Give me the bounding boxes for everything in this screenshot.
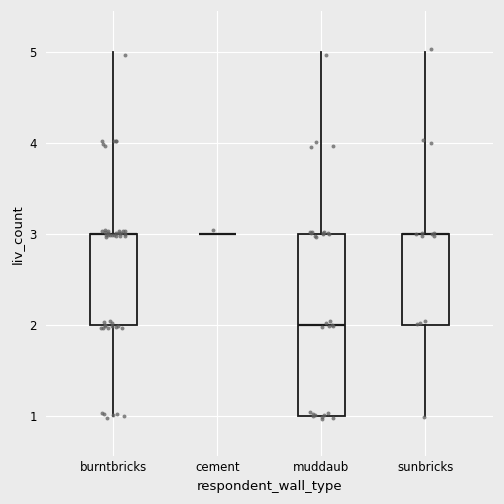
X-axis label: respondent_wall_type: respondent_wall_type — [197, 480, 342, 493]
Point — [324, 229, 332, 237]
Point — [108, 231, 116, 239]
Point — [112, 229, 120, 237]
Point — [103, 414, 111, 422]
Point — [120, 51, 129, 59]
Point — [98, 140, 106, 148]
Point — [413, 320, 421, 328]
Point — [307, 143, 315, 151]
Point — [307, 228, 315, 236]
Point — [209, 226, 217, 234]
Point — [118, 227, 127, 235]
Point — [112, 232, 120, 240]
Point — [319, 228, 327, 236]
Point — [97, 324, 105, 332]
Point — [318, 413, 326, 421]
Point — [108, 319, 116, 327]
Point — [325, 322, 333, 330]
Point — [312, 233, 320, 241]
Point — [428, 230, 436, 238]
Point — [318, 323, 326, 331]
Point — [329, 414, 337, 422]
Point — [416, 319, 424, 327]
Point — [109, 411, 117, 419]
Point — [104, 324, 112, 332]
Point — [98, 137, 106, 145]
Point — [330, 142, 338, 150]
Point — [98, 409, 106, 417]
Point — [114, 322, 122, 330]
Point — [320, 228, 328, 236]
Point — [430, 229, 438, 237]
Point — [309, 412, 317, 420]
Point — [110, 231, 118, 239]
Point — [104, 227, 112, 235]
Point — [117, 229, 125, 237]
Point — [307, 227, 316, 235]
Point — [106, 317, 114, 325]
Point — [310, 411, 319, 419]
Point — [318, 415, 326, 423]
Point — [119, 412, 128, 420]
Point — [99, 324, 107, 332]
Point — [108, 322, 116, 330]
PathPatch shape — [298, 234, 345, 416]
Point — [305, 408, 313, 416]
Point — [419, 136, 427, 144]
Point — [112, 323, 120, 331]
Point — [101, 228, 109, 236]
Point — [112, 138, 120, 146]
PathPatch shape — [90, 234, 137, 325]
Point — [322, 50, 330, 58]
Point — [102, 231, 110, 239]
Point — [322, 320, 330, 328]
PathPatch shape — [402, 234, 449, 325]
Point — [110, 137, 118, 145]
Point — [113, 410, 121, 418]
Point — [420, 413, 428, 421]
Point — [427, 140, 435, 148]
Point — [120, 230, 129, 238]
Point — [306, 228, 314, 236]
Point — [311, 232, 320, 240]
Point — [112, 137, 120, 145]
Point — [106, 231, 114, 239]
Point — [326, 317, 334, 325]
Point — [320, 411, 328, 419]
Point — [98, 227, 106, 235]
Point — [116, 232, 124, 240]
Point — [412, 230, 420, 238]
Point — [328, 321, 336, 329]
Point — [101, 322, 109, 330]
Point — [309, 410, 318, 418]
Point — [312, 138, 320, 146]
Point — [320, 230, 328, 238]
Point — [100, 319, 108, 327]
Point — [418, 232, 426, 240]
Y-axis label: liv_count: liv_count — [11, 204, 24, 264]
Point — [418, 229, 426, 237]
Point — [114, 227, 122, 235]
Point — [427, 44, 435, 52]
Point — [102, 233, 110, 241]
Point — [329, 322, 337, 330]
Point — [101, 142, 109, 150]
Point — [324, 409, 332, 417]
Point — [104, 231, 112, 239]
Point — [421, 318, 429, 326]
Point — [104, 229, 112, 237]
Point — [430, 232, 438, 240]
Point — [101, 226, 109, 234]
Point — [115, 229, 123, 237]
Point — [121, 227, 129, 235]
Point — [100, 410, 108, 418]
Point — [121, 232, 129, 240]
Point — [117, 324, 125, 332]
Point — [325, 230, 333, 238]
Point — [101, 323, 109, 331]
